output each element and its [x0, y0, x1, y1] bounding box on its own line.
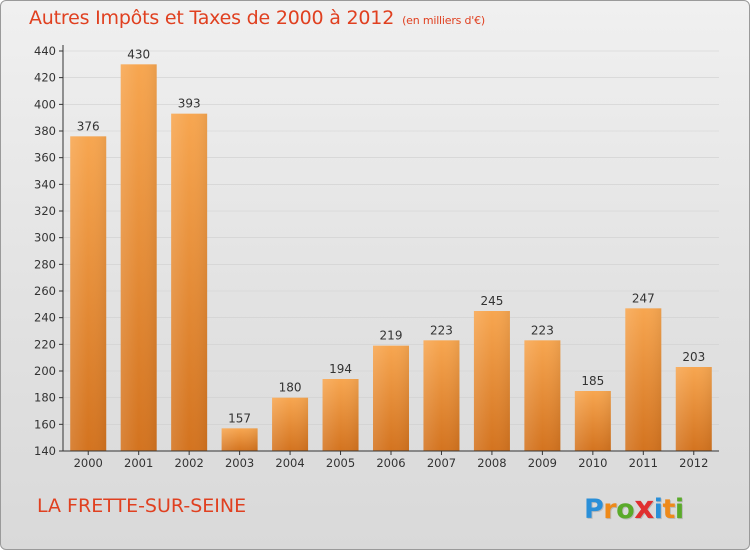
- y-tick-label: 340: [34, 177, 56, 191]
- bar-shine: [171, 113, 208, 452]
- y-tick-label: 160: [34, 417, 56, 431]
- x-tick-label: 2003: [225, 456, 254, 470]
- y-tick-label: 400: [34, 97, 56, 111]
- logo-letter: i: [674, 494, 684, 525]
- bar-shine: [373, 345, 409, 451]
- x-tick-label: 2001: [124, 456, 153, 470]
- y-tick-label: 220: [34, 337, 56, 351]
- x-tick-label: 2011: [629, 456, 658, 470]
- bar-shine: [272, 397, 309, 451]
- data-label: 185: [581, 374, 604, 388]
- x-tick-label: 2009: [528, 456, 557, 470]
- data-label: 430: [127, 47, 150, 61]
- data-label: 393: [178, 97, 201, 111]
- y-tick-label: 300: [34, 231, 56, 245]
- x-tick-label: 2000: [74, 456, 103, 470]
- y-tick-label: 320: [34, 204, 56, 218]
- logo-letter: o: [616, 494, 635, 525]
- y-tick-label: 200: [34, 364, 56, 378]
- bar-shine: [322, 379, 359, 451]
- y-tick-label: 280: [34, 257, 56, 271]
- y-tick-label: 440: [34, 44, 56, 58]
- chart-title: Autres Impôts et Taxes de 2000 à 2012 (en…: [29, 7, 485, 29]
- bar-shine: [524, 340, 561, 451]
- data-label: 203: [682, 350, 705, 364]
- y-tick-label: 380: [34, 124, 56, 138]
- bar-shine: [625, 308, 662, 451]
- y-tick-label: 180: [34, 391, 56, 405]
- data-label: 245: [480, 294, 503, 308]
- x-tick-label: 2004: [275, 456, 304, 470]
- data-label: 157: [228, 411, 251, 425]
- x-tick-label: 2002: [175, 456, 204, 470]
- data-label: 376: [77, 119, 100, 133]
- logo-letter: P: [584, 494, 604, 525]
- data-label: 180: [279, 381, 302, 395]
- data-label: 247: [632, 291, 655, 305]
- y-tick-label: 240: [34, 311, 56, 325]
- data-label: 194: [329, 362, 352, 376]
- x-tick-label: 2012: [679, 456, 708, 470]
- bar-shine: [120, 64, 157, 452]
- unit-label: (en milliers d'€): [402, 14, 485, 27]
- x-tick-label: 2008: [477, 456, 506, 470]
- y-tick-label: 420: [34, 71, 56, 85]
- title-text: Autres Impôts et Taxes de 2000 à 2012: [29, 7, 395, 29]
- data-label: 223: [430, 323, 453, 337]
- bar-shine: [473, 311, 510, 451]
- bar-shine: [675, 367, 712, 451]
- proxiti-logo: Proxiti: [584, 490, 684, 526]
- data-label: 219: [380, 329, 403, 343]
- x-tick-label: 2005: [326, 456, 355, 470]
- logo-letter: t: [662, 494, 675, 525]
- x-tick-label: 2006: [376, 456, 405, 470]
- bar-shine: [221, 428, 258, 451]
- logo-letter: i: [653, 494, 663, 525]
- logo-letter: r: [603, 494, 617, 525]
- place-name: LA FRETTE-SUR-SEINE: [37, 495, 247, 517]
- x-tick-label: 2007: [427, 456, 456, 470]
- x-tick-label: 2010: [578, 456, 607, 470]
- y-tick-label: 260: [34, 284, 56, 298]
- y-tick-label: 140: [34, 444, 56, 458]
- bar-shine: [423, 340, 460, 451]
- y-tick-label: 360: [34, 151, 56, 165]
- data-label: 223: [531, 323, 554, 337]
- bar-shine: [70, 136, 107, 452]
- bar-shine: [574, 391, 611, 451]
- logo-letter: x: [634, 490, 654, 526]
